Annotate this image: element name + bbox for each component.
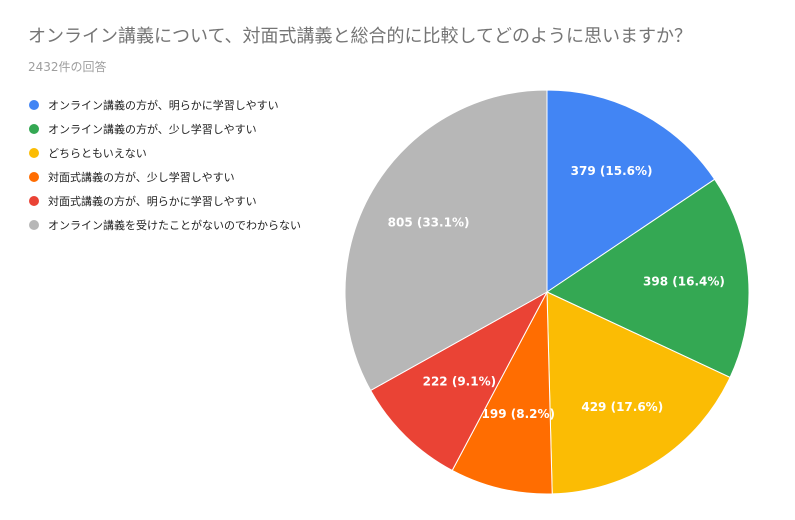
legend-item-no-experience[interactable]: オンライン講義を受けたことがないのでわからない: [29, 213, 301, 237]
legend-label: オンライン講義の方が、明らかに学習しやすい: [48, 99, 279, 112]
slice-data-label: 199 (8.2%): [482, 407, 555, 421]
pie-slice-in-person-slightly-easier[interactable]: [451, 290, 553, 495]
legend-swatch: [29, 124, 39, 134]
legend-label: どちらともいえない: [48, 147, 147, 160]
legend-item-neutral[interactable]: どちらともいえない: [29, 141, 301, 165]
chart-title: オンライン講義について、対面式講義と総合的に比較してどのように思いますか？: [28, 26, 693, 47]
slice-data-label: 429 (17.6%): [581, 400, 663, 414]
slice-data-label: 805 (33.1%): [388, 215, 470, 229]
slice-data-label: 379 (15.6%): [571, 164, 653, 178]
legend-swatch: [29, 100, 39, 110]
pie-slice-in-person-clearly-easier[interactable]: [369, 290, 549, 472]
pie-slice-online-slightly-easier[interactable]: [545, 178, 750, 379]
slice-data-label: 222 (9.1%): [423, 374, 496, 388]
legend-swatch: [29, 148, 39, 158]
legend-swatch: [29, 196, 39, 206]
pie-slice-online-clearly-easier[interactable]: [546, 89, 716, 293]
slice-data-label: 398 (16.4%): [643, 274, 725, 288]
legend-item-online-clearly-easier[interactable]: オンライン講義の方が、明らかに学習しやすい: [29, 93, 301, 117]
legend-item-in-person-clearly-easier[interactable]: 対面式講義の方が、明らかに学習しやすい: [29, 189, 301, 213]
legend-item-online-slightly-easier[interactable]: オンライン講義の方が、少し学習しやすい: [29, 117, 301, 141]
response-count: 2432件の回答: [28, 60, 107, 74]
legend-item-in-person-slightly-easier[interactable]: 対面式講義の方が、少し学習しやすい: [29, 165, 301, 189]
chart-legend: オンライン講義の方が、明らかに学習しやすい オンライン講義の方が、少し学習しやす…: [29, 93, 301, 237]
legend-label: オンライン講義の方が、少し学習しやすい: [48, 123, 257, 136]
legend-label: 対面式講義の方が、少し学習しやすい: [48, 171, 235, 184]
legend-swatch: [29, 220, 39, 230]
legend-label: オンライン講義を受けたことがないのでわからない: [48, 219, 301, 232]
legend-label: 対面式講義の方が、明らかに学習しやすい: [48, 195, 257, 208]
pie-slice-no-experience[interactable]: [344, 89, 548, 392]
legend-swatch: [29, 172, 39, 182]
pie-slice-neutral[interactable]: [546, 291, 731, 495]
